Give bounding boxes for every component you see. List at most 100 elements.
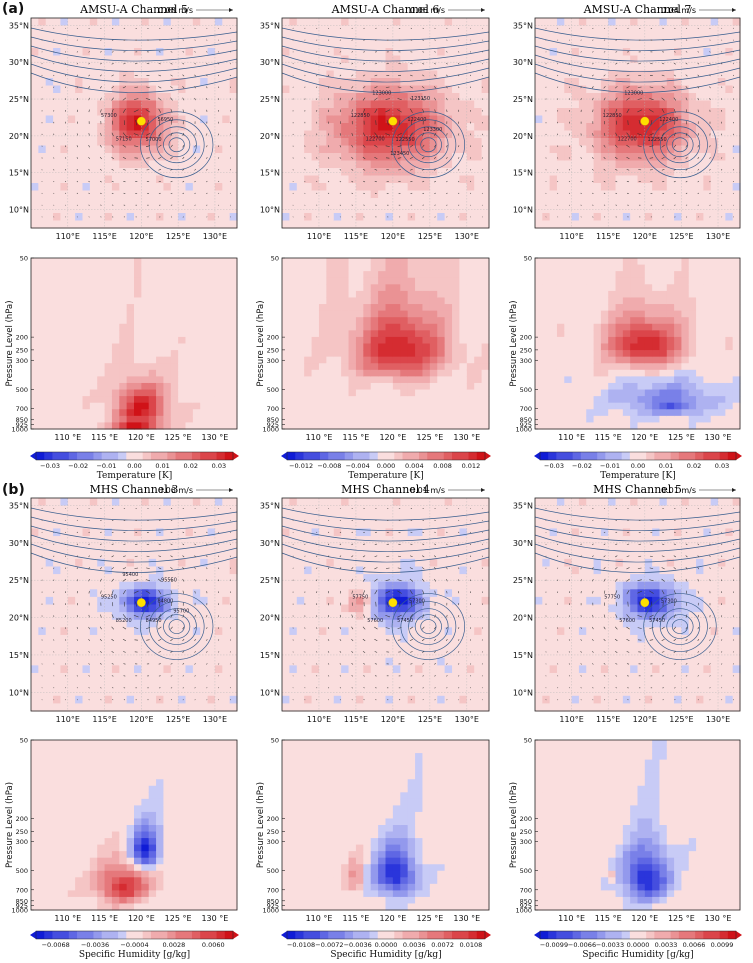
heatmap-cell	[481, 130, 490, 139]
heatmap-cell	[141, 310, 150, 318]
heatmap-cell	[178, 264, 187, 272]
heatmap-cell	[53, 323, 62, 331]
heatmap-cell	[31, 330, 39, 338]
heatmap-cell	[318, 108, 327, 117]
heatmap-cell	[163, 198, 172, 207]
contour-line	[148, 601, 205, 652]
heatmap-cell	[104, 100, 113, 109]
heatmap-cell	[452, 190, 461, 199]
wind-arrow	[363, 192, 365, 194]
heatmap-cell	[304, 33, 313, 42]
heatmap-cell	[31, 190, 39, 199]
contour-label: 84800	[157, 599, 173, 605]
heatmap-cell	[126, 175, 135, 184]
wind-arrow	[218, 555, 220, 558]
heatmap-cell	[97, 153, 106, 162]
heatmap-cell	[407, 175, 416, 184]
vector-scale-arrowhead	[229, 8, 233, 12]
heatmap-cell	[207, 831, 216, 839]
heatmap-cell	[311, 93, 320, 102]
heatmap-cell	[60, 740, 69, 748]
heatmap-cell	[214, 310, 223, 318]
heatmap-cell	[45, 363, 54, 371]
heatmap-cell	[111, 376, 120, 384]
heatmap-cell	[97, 284, 106, 292]
heatmap-cell	[60, 70, 69, 79]
wind-arrow	[362, 74, 366, 77]
heatmap-cell	[156, 389, 165, 397]
heatmap-cell	[341, 130, 350, 139]
heatmap-cell	[31, 596, 39, 606]
heatmap-cell	[60, 596, 69, 606]
heatmap-cell	[207, 108, 216, 117]
heatmap-cell	[82, 382, 91, 391]
heatmap-cell	[192, 695, 201, 704]
heatmap-cell	[222, 857, 231, 865]
heatmap-cell	[415, 85, 424, 94]
heatmap-cell	[111, 336, 120, 345]
heatmap-cell	[38, 63, 47, 72]
heatmap-cell	[82, 566, 91, 575]
heatmap-cell	[407, 55, 416, 64]
heatmap-cell	[111, 363, 120, 371]
heatmap-cell	[289, 198, 298, 207]
heatmap-cell	[126, 310, 135, 318]
heatmap-cell	[104, 160, 113, 169]
heatmap-cell	[185, 766, 194, 774]
heatmap-cell	[178, 566, 187, 575]
heatmap-cell	[111, 650, 120, 659]
wind-arrow	[374, 157, 378, 159]
heatmap-cell	[45, 153, 54, 162]
heatmap-cell	[75, 877, 84, 885]
heatmap-cell	[222, 376, 231, 384]
heatmap-cell	[222, 574, 231, 583]
wind-arrow	[206, 63, 208, 65]
heatmap-cell	[141, 805, 150, 813]
wind-arrow	[145, 614, 151, 618]
wind-arrow	[64, 63, 67, 65]
heatmap-cell	[31, 851, 39, 859]
heatmap-cell	[385, 55, 394, 64]
heatmap-cell	[148, 811, 157, 820]
heatmap-cell	[104, 63, 113, 72]
heatmap-cell	[326, 115, 335, 124]
wind-arrow	[123, 543, 126, 545]
heatmap-cell	[192, 566, 201, 575]
heatmap-cell	[104, 396, 113, 404]
heatmap-cell	[156, 183, 165, 192]
heatmap-cell	[178, 323, 187, 331]
heatmap-cell	[148, 831, 157, 839]
heatmap-cell	[89, 198, 98, 207]
heatmap-cell	[282, 356, 290, 364]
heatmap-cell	[207, 543, 216, 552]
pressure-axis-label: Pressure Level (hPa)	[5, 300, 15, 386]
heatmap-cell	[104, 376, 113, 384]
panel-title: AMSU-A Channel 5	[79, 3, 188, 16]
heatmap-cell	[45, 766, 54, 774]
heatmap-cell	[222, 153, 231, 162]
heatmap-cell	[474, 145, 483, 154]
heatmap-cell	[282, 100, 290, 109]
heatmap-cell	[437, 25, 446, 34]
contour-label: 57300	[101, 113, 117, 119]
heatmap-cell	[207, 890, 216, 898]
heatmap-cell	[185, 838, 194, 846]
heatmap-cell	[67, 138, 76, 147]
heatmap-cell	[119, 665, 128, 674]
heatmap-cell	[170, 877, 179, 885]
wind-arrow	[111, 614, 114, 618]
heatmap-cell	[222, 183, 231, 192]
heatmap-cell	[318, 48, 327, 57]
heatmap-cell	[229, 183, 238, 192]
heatmap-cell	[459, 70, 468, 79]
heatmap-cell	[214, 785, 223, 793]
heatmap-cell	[429, 130, 438, 139]
contour-line	[30, 27, 238, 41]
heatmap-cell	[31, 838, 39, 846]
heatmap-cell	[148, 703, 157, 712]
heatmap-cell	[31, 317, 39, 325]
heatmap-cell	[82, 258, 91, 266]
wind-arrow	[158, 132, 162, 137]
heatmap-cell	[38, 356, 47, 364]
lat-tick-label: 25°N	[260, 95, 280, 104]
